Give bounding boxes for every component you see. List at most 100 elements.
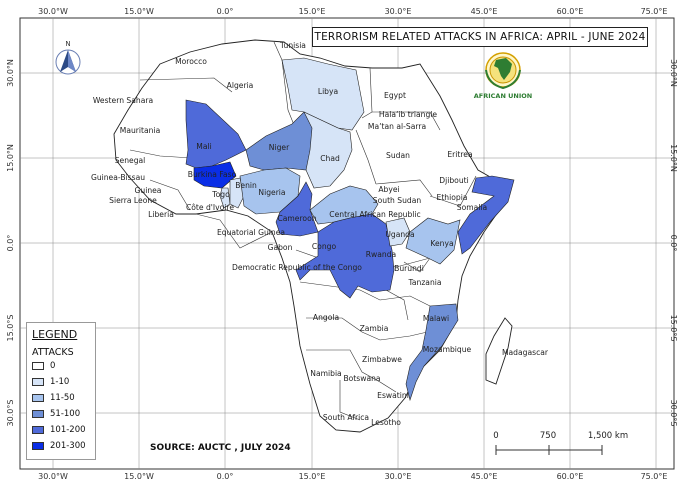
north-arrow-icon: N [55,40,81,75]
label-egypt: Egypt [384,91,406,100]
label-tunisia: Tunisia [279,41,306,50]
lat-label: 30.0°N [6,59,15,87]
region-car [309,185,379,225]
label-guinea: Guinea [135,186,162,195]
lat-label: 15.0°S [669,315,678,342]
legend-label: 1-10 [50,377,70,387]
lon-label: 15.0°W [124,7,154,16]
legend-rows: 0 1-10 11-50 51-100 101-200 201-300 [32,358,95,454]
attack-choropleth [185,57,515,402]
lon-label: 15.0°W [124,472,154,481]
label-eswatini: Eswatini [377,391,409,400]
legend-item: 201-300 [32,438,95,454]
label-uganda: Uganda [385,230,414,239]
legend-label: 51-100 [50,409,81,419]
label-somalia: Somalia [457,203,487,212]
label-madagascar: Madagascar [502,348,549,357]
legend-item: 51-100 [32,406,95,422]
african-union-logo: AFRICAN UNION [458,50,548,104]
lon-label: 30.0°W [38,472,68,481]
scale-label: 0 [493,431,498,441]
lon-label: 15.0°E [299,7,326,16]
legend-swatch [32,394,44,402]
legend-swatch [32,426,44,434]
label-senegal: Senegal [115,156,146,165]
legend-swatch [32,410,44,418]
region-benin [229,177,245,209]
region-mozambique [405,303,459,402]
region-kenya [405,217,461,265]
lat-label: 15.0°S [6,315,15,342]
label-namibia: Namibia [310,369,341,378]
label-guinea-bissau: Guinea-Bissau [91,173,145,182]
region-uganda [385,217,411,247]
label-botswana: Botswana [343,374,380,383]
label-drc: Democratic Republic of the Congo [232,263,362,272]
lat-label: 30.0°S [669,400,678,427]
region-libya [281,57,365,131]
label-ethiopia: Ethiopia [437,193,468,202]
region-niger [245,111,313,171]
map-title: TERRORISM RELATED ATTACKS IN AFRICA: APR… [312,27,648,47]
madagascar-shape [485,317,513,385]
lat-label: 0.0° [6,235,15,252]
label-cameroon: Cameroon [277,214,316,223]
graticule-labels-right: 30.0°N 15.0°N 0.0° 15.0°S 30.0°S [669,59,678,426]
lat-label: 15.0°N [6,144,15,172]
label-car: Central African Republic [329,210,420,219]
lon-label: 45.0°E [471,7,498,16]
legend-item: 101-200 [32,422,95,438]
north-label: N [65,40,70,48]
lon-label: 60.0°E [557,472,584,481]
label-south-africa: South Africa [323,413,369,422]
label-lesotho: Lesotho [371,418,401,427]
legend-label: 201-300 [50,441,86,451]
label-togo: Togo [211,190,230,199]
lat-label: 30.0°S [6,400,15,427]
lon-label: 60.0°E [557,7,584,16]
label-equatorial-guinea: Equatorial Guinea [217,228,285,237]
lat-label: 15.0°N [669,144,678,172]
au-emblem-icon [485,52,521,90]
label-rwanda: Rwanda [366,250,396,259]
label-djibouti: Djibouti [439,176,468,185]
scale-label: 1,500 km [588,431,628,441]
lon-label: 30.0°E [385,7,412,16]
label-gabon: Gabon [268,243,293,252]
lon-label: 75.0°E [641,472,668,481]
region-burkina-faso [193,161,237,189]
graticule-labels-top: 30.0°W 15.0°W 0.0° 15.0°E 30.0°E 45.0°E … [38,7,667,16]
label-zambia: Zambia [360,324,389,333]
scale-label: 750 [540,431,556,441]
label-angola: Angola [313,313,339,322]
region-drc [295,213,395,299]
legend-swatch [32,362,44,370]
legend-swatch [32,442,44,450]
label-abyei: Abyei [378,185,399,194]
label-burkina-faso: Burkina Faso [188,170,237,179]
label-chad: Chad [320,154,340,163]
scale-bar: 0 750 1,500 km [493,431,628,455]
legend-label: 0 [50,361,56,371]
lon-label: 0.0° [217,472,234,481]
region-cameroon [275,181,319,237]
region-togo [219,187,231,209]
graticule-labels-left: 30.0°N 15.0°N 0.0° 15.0°S 30.0°S [6,59,15,426]
legend-label: 11-50 [50,393,75,403]
lon-label: 0.0° [217,7,234,16]
label-malawi: Malawi [423,314,449,323]
label-tanzania: Tanzania [407,278,441,287]
label-sierra-leone: Sierra Leone [109,196,157,205]
legend-item: 0 [32,358,95,374]
label-south-sudan: South Sudan [373,196,422,205]
label-benin: Benin [235,181,257,190]
lat-label: 30.0°N [669,59,678,87]
lon-label: 30.0°W [38,7,68,16]
lon-label: 45.0°E [471,472,498,481]
label-algeria: Algeria [227,81,254,90]
lat-label: 0.0° [669,235,678,252]
label-matan: Maʼtan al-Sarra [368,122,426,131]
region-somalia [457,175,515,255]
graticule-labels-bottom: 30.0°W 15.0°W 0.0° 15.0°E 30.0°E 45.0°E … [38,472,667,481]
legend-title: LEGEND [32,328,78,341]
